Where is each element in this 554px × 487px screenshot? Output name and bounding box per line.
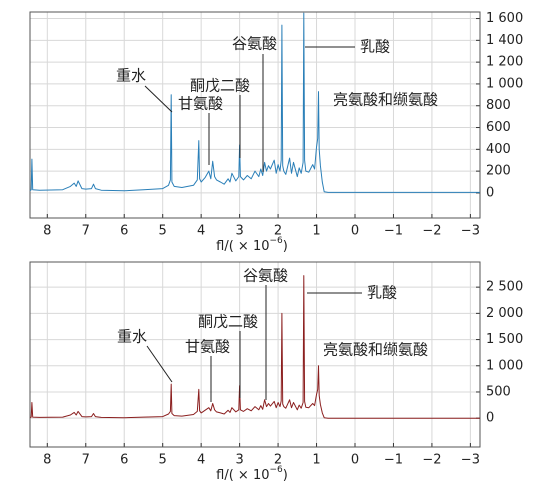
x-tick-label: 7 bbox=[82, 224, 90, 239]
x-tick-label: 6 bbox=[120, 224, 128, 239]
y-tick-label: 800 bbox=[486, 98, 511, 113]
x-axis-label-part: ) bbox=[283, 468, 288, 483]
x-tick-label: 5 bbox=[159, 224, 167, 239]
x-tick-label: 0 bbox=[351, 453, 359, 468]
peak-annotation: 酮戊二酸 bbox=[198, 313, 258, 331]
x-tick-label: −3 bbox=[461, 224, 480, 239]
x-tick-label: 4 bbox=[197, 224, 205, 239]
peak-annotation: 乳酸 bbox=[367, 284, 397, 302]
y-tick-label: 2 000 bbox=[486, 306, 523, 321]
y-tick-label: 1 500 bbox=[486, 332, 523, 347]
x-axis-label-part: fl/( × 10 bbox=[216, 239, 269, 254]
y-tick-label: 1 200 bbox=[486, 55, 523, 70]
peak-annotation: 乳酸 bbox=[360, 38, 390, 56]
peak-annotation: 亮氨酸和缬氨酸 bbox=[333, 91, 438, 109]
x-axis-label-part: −6 bbox=[269, 236, 283, 246]
spectrum-line bbox=[29, 275, 480, 419]
y-tick-label: 1 600 bbox=[486, 11, 523, 26]
peak-annotation: 谷氨酸 bbox=[243, 267, 288, 285]
x-tick-label: 8 bbox=[43, 453, 51, 468]
x-tick-label: 5 bbox=[159, 453, 167, 468]
x-tick-label: 3 bbox=[235, 224, 243, 239]
y-tick-label: 500 bbox=[486, 384, 511, 399]
y-tick-label: 2 500 bbox=[486, 280, 523, 295]
plot-frame bbox=[29, 261, 481, 448]
annotation-leader bbox=[146, 345, 173, 383]
peak-annotation: 谷氨酸 bbox=[232, 35, 277, 53]
x-axis-label: fl/( × 10−6) bbox=[216, 236, 288, 254]
plot-frame bbox=[29, 11, 481, 219]
x-tick-label: 2 bbox=[274, 224, 282, 239]
y-tick-label: 0 bbox=[486, 185, 494, 200]
peak-annotation: 甘氨酸 bbox=[178, 95, 223, 113]
y-tick-label: 1 000 bbox=[486, 76, 523, 91]
y-tick-label: 1 000 bbox=[486, 358, 523, 373]
x-tick-label: 6 bbox=[120, 453, 128, 468]
x-tick-label: 1 bbox=[312, 224, 320, 239]
x-tick-label: 7 bbox=[82, 453, 90, 468]
x-tick-label: −1 bbox=[384, 224, 403, 239]
x-tick-label: −1 bbox=[384, 453, 403, 468]
peak-annotation: 甘氨酸 bbox=[185, 338, 230, 356]
y-tick-label: 0 bbox=[486, 411, 494, 426]
x-axis-label: fl/( × 10−6) bbox=[216, 465, 288, 483]
y-tick-label: 400 bbox=[486, 142, 511, 157]
x-tick-label: 1 bbox=[312, 453, 320, 468]
x-tick-label: 3 bbox=[235, 453, 243, 468]
y-tick-label: 1 400 bbox=[486, 33, 523, 48]
x-axis-label-part: −6 bbox=[269, 465, 283, 475]
x-tick-label: 2 bbox=[274, 453, 282, 468]
x-tick-label: 4 bbox=[197, 453, 205, 468]
y-tick-label: 200 bbox=[486, 164, 511, 179]
y-tick-label: 600 bbox=[486, 120, 511, 135]
x-tick-label: −2 bbox=[422, 453, 441, 468]
spectrum-line bbox=[29, 12, 480, 193]
peak-annotation: 酮戊二酸 bbox=[190, 77, 250, 95]
x-axis-label-part: ) bbox=[283, 239, 288, 254]
peak-annotation: 重水 bbox=[117, 328, 147, 346]
x-tick-label: −3 bbox=[461, 453, 480, 468]
x-axis-label-part: fl/( × 10 bbox=[216, 468, 269, 483]
peak-annotation: 重水 bbox=[116, 67, 146, 85]
peak-annotation: 亮氨酸和缬氨酸 bbox=[323, 341, 428, 359]
x-tick-label: 0 bbox=[351, 224, 359, 239]
x-tick-label: −2 bbox=[422, 224, 441, 239]
x-tick-label: 8 bbox=[43, 224, 51, 239]
annotation-leader bbox=[144, 85, 173, 113]
